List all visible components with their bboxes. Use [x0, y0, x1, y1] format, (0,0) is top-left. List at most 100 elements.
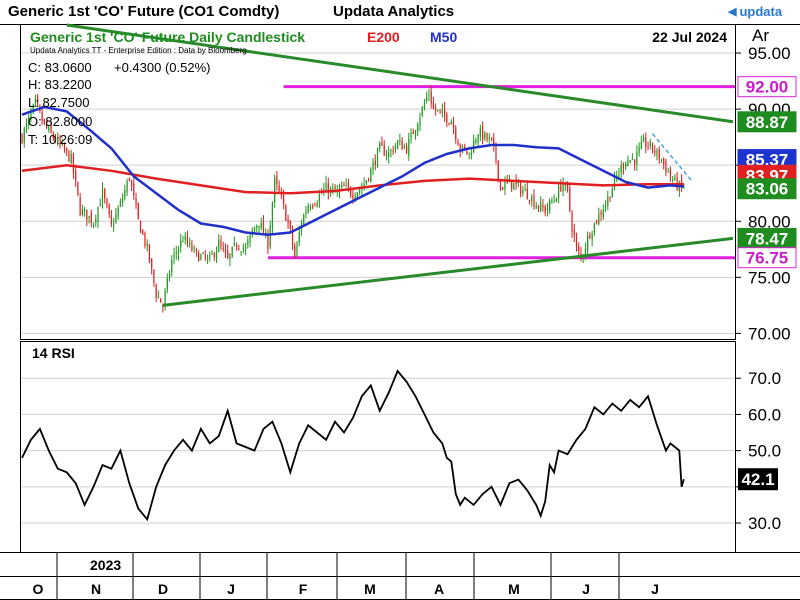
- candle-body: [421, 107, 423, 116]
- candle-body: [50, 124, 52, 133]
- candle-body: [61, 143, 63, 145]
- rsi-series: [21, 369, 685, 522]
- candle-body: [25, 123, 28, 129]
- candle-body: [144, 233, 146, 246]
- candle-body: [215, 250, 218, 259]
- candle-body: [180, 240, 182, 248]
- month-label: M: [508, 581, 520, 597]
- candle-body: [320, 192, 323, 194]
- candle-body: [303, 214, 305, 226]
- candle-body: [282, 194, 285, 204]
- candle-body: [200, 254, 202, 260]
- candle-body: [620, 165, 622, 173]
- candle-body: [79, 197, 81, 215]
- candle-body: [233, 242, 236, 245]
- candle-body: [464, 146, 466, 149]
- candle-body: [189, 242, 191, 245]
- candle-body: [347, 182, 350, 188]
- candle-body: [587, 236, 589, 251]
- candle-body: [314, 204, 316, 206]
- candle-body: [287, 219, 289, 224]
- candle-body: [238, 248, 240, 250]
- candle-body: [365, 180, 367, 184]
- price-label-text: 88.87: [746, 113, 789, 132]
- candle-body: [634, 159, 636, 165]
- candle-body: [656, 149, 658, 155]
- candle-body: [609, 196, 611, 199]
- candle-body: [276, 176, 278, 185]
- candle-body: [423, 102, 426, 108]
- price-label-text: 83.06: [746, 180, 789, 199]
- candle-body: [309, 206, 312, 209]
- candle-body: [658, 149, 660, 160]
- candle-body: [108, 205, 110, 215]
- candle-body: [376, 148, 379, 168]
- candle-body: [627, 160, 629, 167]
- month-label: A: [434, 581, 444, 597]
- month-gridlines: [56, 552, 620, 600]
- candle-body: [57, 138, 59, 143]
- candle-body: [459, 144, 461, 151]
- candle-body: [663, 158, 665, 164]
- rsi-last-box: [738, 468, 778, 491]
- candle-body: [575, 237, 578, 247]
- candle-body: [21, 134, 23, 143]
- candle-body: [367, 178, 370, 181]
- candle-body: [484, 132, 486, 139]
- candle-body: [68, 151, 70, 162]
- candle-body: [414, 130, 417, 137]
- candle-body: [195, 249, 198, 251]
- candle-body: [171, 259, 173, 273]
- candle-body: [318, 194, 320, 203]
- candle-body: [83, 209, 86, 211]
- candle-body: [645, 137, 647, 148]
- e200-legend: E200: [367, 29, 400, 45]
- candle-body: [32, 104, 34, 111]
- candle-body: [222, 247, 224, 249]
- month-label: J: [651, 581, 659, 597]
- candle-body: [249, 234, 251, 243]
- candle-body: [173, 253, 175, 258]
- candle-body: [611, 189, 613, 198]
- candle-body: [466, 150, 468, 154]
- candle-body: [443, 107, 446, 116]
- candle-body: [28, 116, 30, 125]
- candle-body: [450, 121, 452, 125]
- candle-body: [175, 252, 177, 254]
- candle-body: [555, 198, 557, 202]
- price-tick-label: 80.00: [748, 212, 791, 231]
- candle-body: [573, 229, 575, 237]
- candle-body: [70, 154, 72, 164]
- candle-body: [542, 205, 544, 208]
- trendline-lower: [162, 236, 734, 307]
- candle-body: [316, 203, 318, 207]
- month-label: F: [299, 581, 308, 597]
- candle-body: [672, 179, 674, 181]
- candle-body: [294, 245, 296, 257]
- price-label-box: [737, 247, 797, 269]
- candle-body: [441, 109, 443, 114]
- candle-body: [244, 247, 247, 249]
- candle-body: [296, 242, 298, 256]
- candle-body: [224, 249, 227, 253]
- candle-body: [403, 146, 405, 148]
- price-tick-label: 95.00: [748, 44, 791, 63]
- candle-body: [435, 108, 437, 111]
- readout-low: L: 82.7500: [28, 95, 89, 110]
- candle-body: [298, 231, 300, 243]
- candle-body: [649, 141, 651, 147]
- candle-body: [426, 97, 428, 101]
- candle-body: [392, 150, 394, 153]
- candle-body: [198, 252, 200, 262]
- rsi-tick-label: 70.0: [748, 369, 781, 388]
- candle-body: [622, 165, 625, 169]
- candle-body: [77, 181, 79, 195]
- candle-body: [511, 179, 513, 189]
- candle-body: [461, 145, 464, 151]
- candle-body: [104, 189, 106, 199]
- rsi-tick-label: 60.0: [748, 405, 781, 424]
- rsi-tick-label: 30.0: [748, 514, 781, 533]
- candle-body: [616, 175, 618, 177]
- candle-body: [654, 150, 656, 153]
- candle-body: [193, 247, 195, 249]
